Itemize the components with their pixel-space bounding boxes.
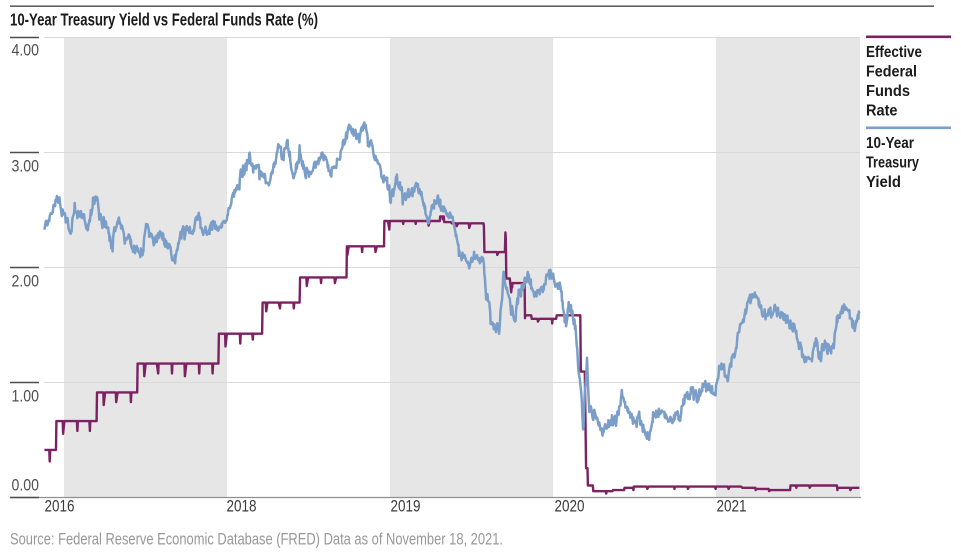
svg-text:Yield: Yield <box>866 174 901 191</box>
svg-text:Federal: Federal <box>866 64 917 81</box>
svg-text:Source: Federal Reserve Econom: Source: Federal Reserve Economic Databas… <box>10 531 503 549</box>
svg-text:10-Year: 10-Year <box>866 135 914 152</box>
svg-text:2.00: 2.00 <box>12 272 40 291</box>
svg-text:Funds: Funds <box>866 83 910 100</box>
svg-text:Treasury: Treasury <box>866 155 919 172</box>
svg-text:2021: 2021 <box>717 497 747 516</box>
svg-text:3.00: 3.00 <box>12 157 40 176</box>
svg-text:10-Year Treasury Yield vs Fede: 10-Year Treasury Yield vs Federal Funds … <box>10 10 318 30</box>
svg-text:1.00: 1.00 <box>12 387 40 406</box>
svg-text:Effective: Effective <box>866 44 922 61</box>
svg-text:2018: 2018 <box>227 497 257 516</box>
svg-text:0.00: 0.00 <box>12 476 40 495</box>
svg-text:2016: 2016 <box>45 497 75 516</box>
svg-text:Rate: Rate <box>866 103 898 120</box>
svg-text:4.00: 4.00 <box>12 41 40 60</box>
svg-text:2019: 2019 <box>391 497 421 516</box>
svg-text:2020: 2020 <box>555 497 585 516</box>
